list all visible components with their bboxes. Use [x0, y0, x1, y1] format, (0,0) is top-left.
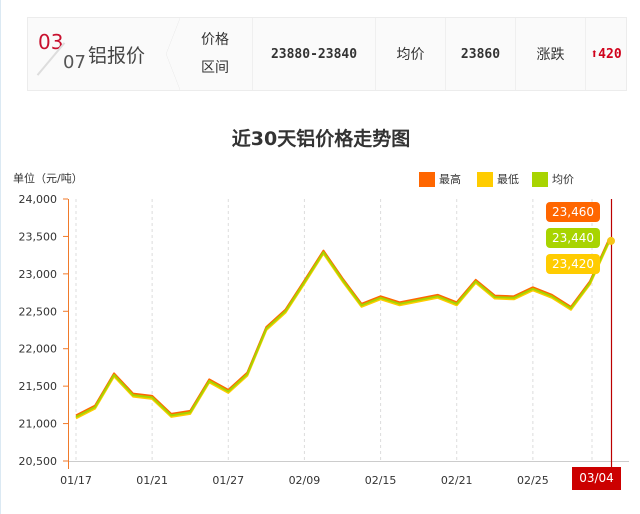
- x-tick-label: 02/09: [289, 474, 321, 487]
- x-tick-label: 01/17: [60, 474, 92, 487]
- tooltip-avg: 23,440: [546, 228, 600, 248]
- y-axis-unit: 单位（元/吨）: [13, 172, 83, 185]
- legend-low[interactable]: 最低: [477, 171, 519, 187]
- range-label-line1: 价格: [201, 32, 229, 48]
- y-tick-label: 22,000: [19, 343, 58, 356]
- x-tick-label: 01/21: [136, 474, 168, 487]
- series-line-high: [75, 239, 610, 417]
- legend-swatch-low: [477, 171, 493, 187]
- y-tick-label: 20,500: [19, 455, 58, 468]
- y-tick-label: 21,500: [19, 380, 58, 393]
- tooltip-high: 23,460: [546, 202, 600, 222]
- hover-date-label: 03/04: [572, 467, 621, 490]
- avg-value: 23860: [445, 18, 515, 90]
- range-value: 23880-23840: [252, 18, 375, 90]
- range-label: 价格 区间: [178, 18, 252, 90]
- legend-avg[interactable]: 均价: [532, 171, 574, 187]
- chart-title: 近30天铝价格走势图: [231, 128, 411, 150]
- legend-swatch-high: [419, 171, 435, 187]
- change-value: 420: [598, 46, 622, 62]
- series-line-low: [75, 242, 610, 420]
- y-tick-label: 24,000: [19, 193, 58, 206]
- y-tick-label: 23,000: [19, 268, 58, 281]
- range-label-line2: 区间: [201, 60, 229, 76]
- legend-swatch-avg: [532, 171, 548, 187]
- tooltip-low: 23,420: [546, 254, 600, 274]
- x-tick-label: 01/27: [212, 474, 244, 487]
- header-title-text: 铝报价: [88, 44, 146, 67]
- y-tick-label: 21,000: [19, 418, 58, 431]
- legend-label-high: 最高: [439, 173, 461, 186]
- price-header: 03 07 铝报价 价格 区间 23880-23840 均价 23860 涨跌 …: [27, 17, 627, 91]
- x-tick-label: 02/15: [365, 474, 397, 487]
- change-label: 涨跌: [515, 18, 585, 90]
- legend-label-avg: 均价: [552, 173, 574, 186]
- date-day: 07: [63, 52, 86, 73]
- hover-marker: [607, 236, 615, 245]
- y-tick-label: 22,500: [19, 305, 58, 318]
- y-tick-label: 23,500: [19, 230, 58, 243]
- date-badge: 03 07: [28, 18, 88, 90]
- legend-high[interactable]: 最高: [419, 171, 461, 187]
- x-tick-label: 02/25: [517, 474, 549, 487]
- arrow-up-icon: ⬆: [590, 46, 599, 62]
- x-tick-label: 02/21: [441, 474, 473, 487]
- series-line-avg: [75, 240, 610, 418]
- change-cell: ⬆ 420: [585, 18, 626, 90]
- header-title: 铝报价: [88, 18, 180, 90]
- avg-label: 均价: [375, 18, 445, 90]
- legend-label-low: 最低: [497, 173, 519, 186]
